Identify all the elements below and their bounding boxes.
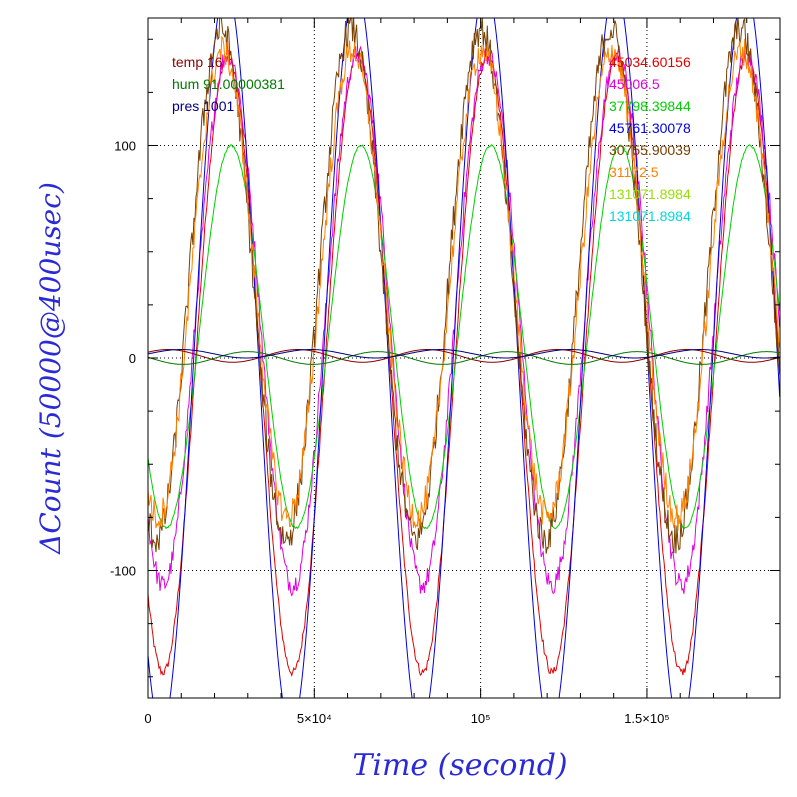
x-tick-label: 10⁵ — [471, 711, 491, 726]
legend-right-entry: 30755.90039 — [609, 142, 691, 158]
legend-right-entry: 131071.8984 — [609, 208, 691, 224]
legend-right-entry: 31172.5 — [609, 164, 659, 180]
legend-left-entry: temp 16 — [172, 54, 223, 70]
legend-left-entry: hum 91.00000381 — [172, 76, 285, 92]
legend-right-entry: 37798.39844 — [609, 98, 691, 114]
legend-right-entry: 131071.8984 — [609, 186, 691, 202]
legend-right-entry: 45761.30078 — [609, 120, 691, 136]
y-axis-title: ΔCount (50000@400usec) — [34, 182, 67, 555]
legend-left-entry: pres 1001 — [172, 98, 234, 114]
x-tick-label: 5×10⁴ — [297, 711, 332, 726]
x-tick-label: 0 — [144, 711, 151, 726]
legend: temp 16 hum 91.00000381 pres 1001 45034.601… — [172, 54, 691, 224]
y-tick-label: -100 — [110, 564, 136, 579]
x-tick-label: 1.5×10⁵ — [624, 711, 670, 726]
series-line — [148, 349, 780, 359]
series-line — [148, 351, 780, 365]
axis-ticks: 0 5×10⁴ 10⁵ 1.5×10⁵ 100 0 -100 — [110, 18, 780, 726]
y-tick-label: 0 — [129, 351, 136, 366]
series-line — [148, 35, 780, 531]
series-line — [148, 349, 780, 363]
y-tick-label: 100 — [114, 139, 136, 154]
series-line — [148, 45, 780, 597]
legend-right-entry: 45006.5 — [609, 76, 660, 92]
x-axis-title: Time (second) — [352, 748, 567, 783]
series-lines — [148, 18, 780, 698]
series-line — [148, 18, 780, 554]
legend-right-entry: 45034.60156 — [609, 54, 691, 70]
